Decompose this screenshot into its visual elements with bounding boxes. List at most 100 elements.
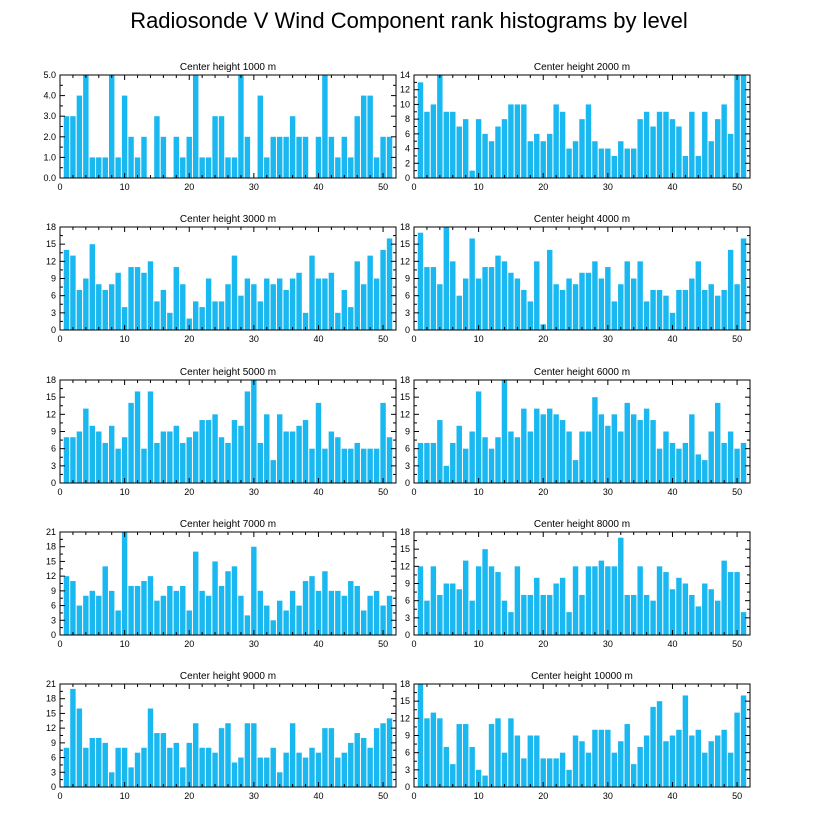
bar [534,577,540,635]
bar [605,267,611,330]
bar [89,157,96,178]
bar [534,408,540,483]
bar [417,566,424,635]
y-tick-label: 18 [400,222,410,232]
x-tick-label: 10 [474,639,484,649]
bar [192,301,199,330]
bar [695,454,702,483]
bar [443,111,450,178]
bar [650,706,656,787]
bar [386,718,393,787]
bar [134,391,141,483]
y-tick-label: 9 [405,579,410,589]
bar [141,136,147,178]
y-tick-label: 18 [46,375,56,385]
x-tick-label: 50 [732,334,742,344]
bar [579,119,585,178]
bar [585,272,592,330]
bar [199,590,205,635]
y-tick-label: 8 [405,114,410,124]
x-tick-label: 40 [667,791,677,801]
bar [257,757,264,787]
x-tick-label: 0 [57,182,62,192]
bar [456,724,462,787]
bar [128,267,134,330]
bar [546,408,553,483]
bar [605,425,611,483]
bar [437,420,443,483]
x-tick-label: 40 [667,639,677,649]
bar [417,232,424,330]
bar [676,448,682,483]
x-tick-label: 20 [538,487,548,497]
bar [212,752,218,787]
bar [244,136,251,178]
bar [566,431,572,483]
x-tick-label: 20 [538,639,548,649]
bar [501,119,508,178]
bar [360,737,367,787]
bar [89,244,96,330]
bar [740,695,747,787]
y-tick-label: 6 [405,444,410,454]
y-tick-label: 3 [405,613,410,623]
bar [244,615,251,635]
bar [650,289,656,330]
bar [160,595,167,635]
bar [218,301,225,330]
x-tick-label: 0 [57,334,62,344]
bar [559,420,566,483]
bar [121,747,128,787]
bar [450,111,456,178]
bar [322,448,328,483]
bar [186,437,192,483]
bar [309,255,315,330]
bar [579,431,585,483]
y-tick-label: 0 [405,630,410,640]
bar [251,284,257,330]
bar [238,295,244,330]
bar [154,116,160,178]
x-tick-label: 0 [411,791,416,801]
bar [702,289,708,330]
bar [450,442,456,483]
bar [462,278,469,330]
bar [115,610,121,635]
bar [740,442,747,483]
x-tick-label: 0 [57,639,62,649]
x-tick-label: 0 [411,334,416,344]
y-tick-label: 12 [400,561,410,571]
bar [592,397,598,483]
y-tick-label: 0.0 [43,173,56,183]
bar [192,723,199,787]
bar [624,724,630,787]
histogram-panel-8: Center height 8000 m 0 10 20 30 40 50 0 3 6 9 12 15 1… [400,519,751,649]
bar [540,758,546,787]
y-tick-label: 12 [400,713,410,723]
bar [108,772,115,787]
bar [424,267,430,330]
bar [708,741,714,787]
bar [430,104,437,178]
y-tick-label: 3 [405,308,410,318]
bar [495,572,501,635]
bar [348,581,354,635]
bar [276,600,283,635]
x-tick-label: 50 [378,182,388,192]
bar [154,733,160,787]
bar [695,261,702,330]
y-tick-label: 12 [400,85,410,95]
bar [354,733,360,787]
y-tick-label: 12 [400,256,410,266]
bar [205,157,212,178]
bar [328,728,335,787]
x-tick-label: 30 [603,334,613,344]
bar [270,620,276,635]
bar [160,431,167,483]
bar [495,126,501,178]
bar [714,119,721,178]
bar [218,437,225,483]
bar [572,141,579,178]
bar [592,261,598,330]
bar [386,437,393,483]
